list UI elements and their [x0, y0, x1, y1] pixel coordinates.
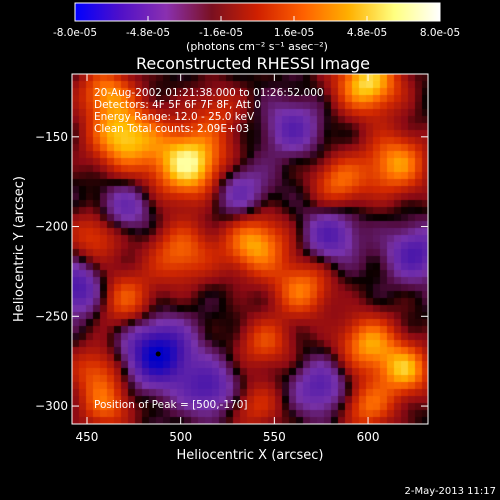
timestamp: 2-May-2013 11:17	[404, 486, 496, 497]
colorbar-tick-label: 1.6e-05	[274, 27, 314, 39]
annotation-line: 20-Aug-2002 01:21:38.000 to 01:26:52.000	[94, 87, 324, 99]
y-tick-label: −300	[35, 399, 68, 413]
x-tick-label: 550	[263, 430, 286, 444]
annotation-line: Detectors: 4F 5F 6F 7F 8F, Att 0	[94, 99, 261, 111]
annotation-line: Energy Range: 12.0 - 25.0 keV	[94, 111, 255, 123]
chart-title: Reconstructed RHESSI Image	[136, 54, 370, 73]
colorbar-ticks: -8.0e-05 -4.8e-05 -1.6e-05 1.6e-05 4.8e-05 8.…	[53, 16, 460, 39]
colorbar-unit-label: (photons cm⁻² s⁻¹ asec⁻²)	[186, 40, 328, 53]
annotation-block: 20-Aug-2002 01:21:38.000 to 01:26:52.000…	[94, 87, 324, 135]
x-tick-label: 600	[357, 430, 380, 444]
colorbar-tick-label: 4.8e-05	[347, 27, 387, 39]
y-tick-label: −200	[35, 220, 68, 234]
annotation-line: Clean Total counts: 2.09E+03	[94, 123, 249, 135]
colorbar-tick-label: -1.6e-05	[199, 27, 243, 39]
y-tick-label: −250	[35, 309, 68, 323]
colorbar-tick-label: 8.0e-05	[420, 27, 460, 39]
plot-frame	[71, 73, 429, 425]
colorbar-tick-label: -8.0e-05	[53, 27, 97, 39]
peak-label: Position of Peak = [500,-170]	[94, 399, 248, 411]
heatmap-image	[72, 74, 428, 424]
colorbar	[74, 2, 441, 22]
x-tick-label: 500	[169, 430, 192, 444]
axes: 450 500 550 600 −150 −200 −250 −300	[35, 74, 428, 444]
colorbar-tick-label: -4.8e-05	[126, 27, 170, 39]
y-tick-label: −150	[35, 130, 68, 144]
y-axis-label: Heliocentric Y (arcsec)	[12, 176, 27, 322]
x-tick-label: 450	[76, 430, 99, 444]
x-axis-label: Heliocentric X (arcsec)	[177, 448, 324, 463]
marker-dot	[155, 351, 161, 357]
